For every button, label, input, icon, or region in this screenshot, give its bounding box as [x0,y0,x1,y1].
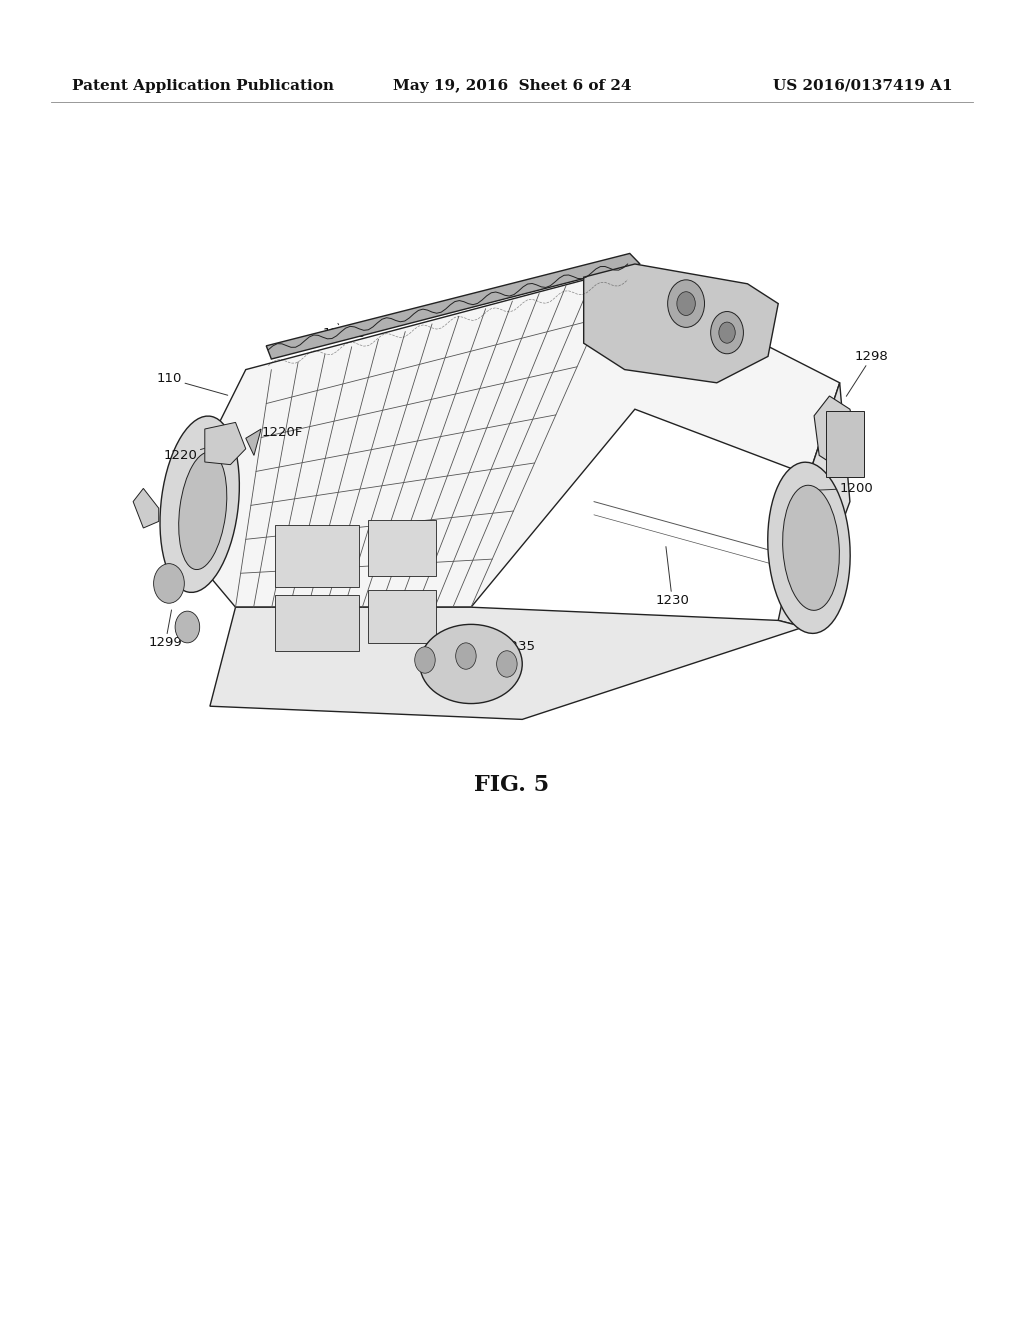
Polygon shape [778,383,850,627]
Text: US 2016/0137419 A1: US 2016/0137419 A1 [773,79,952,92]
Circle shape [719,322,735,343]
Polygon shape [584,264,778,383]
Polygon shape [169,271,840,607]
Ellipse shape [782,486,840,610]
Circle shape [497,651,517,677]
FancyBboxPatch shape [826,411,864,477]
FancyBboxPatch shape [275,595,359,651]
Circle shape [154,564,184,603]
Polygon shape [814,396,860,469]
Ellipse shape [179,453,226,569]
FancyBboxPatch shape [275,525,359,587]
Text: 1299: 1299 [148,610,182,649]
FancyBboxPatch shape [368,590,436,643]
Text: 1235: 1235 [484,640,536,661]
Circle shape [175,611,200,643]
Text: FIG. 5: FIG. 5 [474,775,550,796]
Text: 1200: 1200 [800,482,873,495]
Text: 1298: 1298 [846,350,889,396]
Circle shape [711,312,743,354]
Ellipse shape [160,416,240,593]
Text: 1210: 1210 [647,305,719,333]
Polygon shape [246,429,261,455]
Text: 1220F: 1220F [257,426,302,440]
Polygon shape [205,422,246,465]
Ellipse shape [768,462,850,634]
Polygon shape [210,607,804,719]
Text: 1220B: 1220B [450,685,493,698]
Text: Patent Application Publication: Patent Application Publication [72,79,334,92]
Polygon shape [133,488,159,528]
Polygon shape [266,253,640,359]
Text: May 19, 2016  Sheet 6 of 24: May 19, 2016 Sheet 6 of 24 [393,79,631,92]
Circle shape [668,280,705,327]
Ellipse shape [420,624,522,704]
FancyBboxPatch shape [368,520,436,576]
Circle shape [415,647,435,673]
Text: 1235B: 1235B [323,323,366,341]
Text: 1230: 1230 [655,546,689,607]
Text: 110: 110 [157,372,227,395]
Text: 1220: 1220 [164,447,209,462]
Circle shape [456,643,476,669]
Circle shape [677,292,695,315]
